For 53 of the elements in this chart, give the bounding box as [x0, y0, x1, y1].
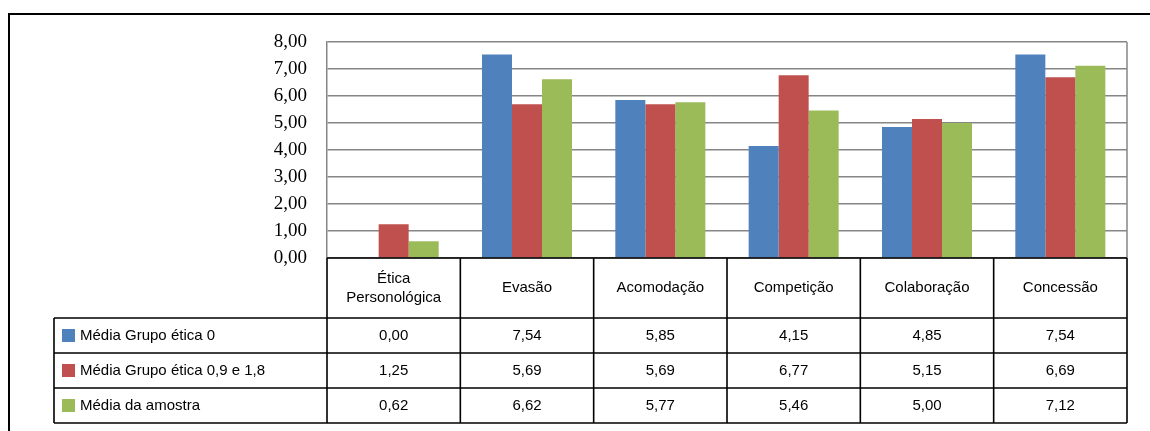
y-tick-label: 5,00 — [273, 110, 307, 132]
data-label: 0,62 — [379, 395, 409, 413]
bar — [408, 241, 439, 258]
bar — [542, 79, 572, 258]
legend-label: Média Grupo ética 0 — [80, 325, 216, 343]
bar — [615, 100, 646, 258]
data-label: 5,85 — [645, 325, 675, 343]
data-label: 5,77 — [645, 395, 675, 413]
data-label: 5,00 — [912, 395, 942, 413]
data-label: 5,46 — [779, 395, 809, 413]
y-tick-label: 1,00 — [273, 218, 307, 240]
bar — [912, 118, 942, 258]
y-tick-label: 7,00 — [273, 56, 307, 78]
x-tick-label: Competição — [753, 278, 834, 296]
legend-label: Média Grupo ética 0,9 e 1,8 — [80, 360, 266, 378]
bar — [942, 123, 972, 258]
data-label: 4,15 — [779, 325, 809, 343]
data-label: 4,85 — [912, 325, 942, 343]
bar — [482, 54, 512, 258]
bar — [1075, 65, 1106, 258]
data-label: 5,15 — [912, 360, 942, 378]
x-tick-label: Concessão — [1022, 278, 1098, 296]
x-tick-label: Ética Personológica — [346, 268, 442, 305]
bar — [512, 104, 542, 258]
y-tick-label: 2,00 — [273, 191, 307, 213]
y-tick-label: 3,00 — [273, 164, 307, 186]
y-tick-label: 0,00 — [273, 245, 307, 267]
data-label: 6,62 — [512, 395, 542, 413]
bar — [778, 75, 809, 258]
data-label: 5,69 — [512, 360, 542, 378]
data-label: 7,54 — [1045, 325, 1075, 343]
data-label: 6,77 — [779, 360, 809, 378]
x-tick-label: Evasão — [501, 278, 553, 296]
bar — [1045, 77, 1076, 258]
bar — [882, 127, 912, 258]
bar — [808, 110, 839, 258]
y-tick-label: 8,00 — [273, 29, 307, 51]
data-label: 5,69 — [645, 360, 675, 378]
bar — [675, 102, 706, 258]
data-label: 7,12 — [1045, 395, 1075, 413]
y-tick-label: 4,00 — [273, 137, 307, 159]
data-label: 1,25 — [379, 360, 409, 378]
bar — [1015, 54, 1046, 258]
data-label: 0,00 — [379, 325, 409, 343]
bar — [645, 104, 676, 258]
bar — [378, 224, 409, 258]
x-tick-label: Acomodação — [616, 278, 705, 296]
data-label: 7,54 — [512, 325, 542, 343]
legend-label: Média da amostra — [80, 395, 201, 413]
bar — [748, 145, 779, 258]
x-tick-label: Colaboração — [884, 278, 970, 296]
data-label: 6,69 — [1045, 360, 1075, 378]
y-tick-label: 6,00 — [273, 83, 307, 105]
